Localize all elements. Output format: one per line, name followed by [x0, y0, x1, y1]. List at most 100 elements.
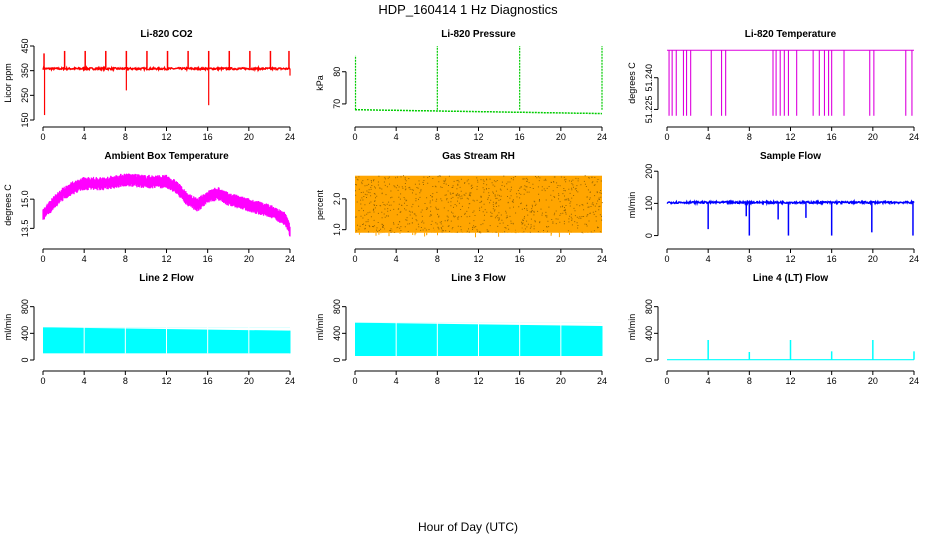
y-tick-label: 0 [20, 357, 30, 362]
x-tick-label: 12 [161, 254, 171, 264]
panel-ylabel-ambient: degrees C [3, 184, 13, 226]
y-tick-label: 51.240 [644, 64, 654, 92]
x-tick-label: 0 [40, 132, 45, 142]
x-tick-label: 12 [161, 376, 171, 386]
panel-ylabel-sample_flow: ml/min [627, 192, 637, 219]
panel-sample_flow: Sample Flow ml/min 0 4 8 12 16 20 24 0 100 200 [627, 151, 919, 264]
x-tick-label: 0 [40, 376, 45, 386]
x-tick-label: 12 [785, 254, 795, 264]
x-tick-label: 24 [597, 376, 607, 386]
x-tick-label: 8 [123, 254, 128, 264]
y-tick-label: 400 [644, 326, 654, 341]
x-tick-label: 24 [285, 254, 295, 264]
y-tick-label: 0 [332, 357, 342, 362]
x-tick-label: 0 [352, 254, 357, 264]
y-tick-label: 150 [20, 112, 30, 127]
series-line-pressure [355, 108, 602, 115]
plot-area-temperature [667, 49, 914, 116]
panel-ylabel-temperature: degrees C [627, 62, 637, 104]
panel-title-temperature: Li-820 Temperature [745, 29, 837, 40]
y-tick-label: 0 [644, 233, 654, 238]
y-tick-label: 400 [332, 326, 342, 341]
x-tick-label: 4 [82, 254, 87, 264]
panel-title-co2: Li-820 CO2 [140, 29, 193, 40]
panel-title-line2: Line 2 Flow [139, 273, 194, 284]
x-tick-label: 4 [706, 376, 711, 386]
plot-area-line3 [355, 321, 603, 356]
panels-group: Li-820 CO2 Licor ppm 0 4 8 12 16 20 24 150 250 350 4… [3, 29, 919, 386]
x-tick-label: 0 [352, 132, 357, 142]
x-tick-label: 20 [868, 376, 878, 386]
y-tick-label: 2.0 [332, 193, 342, 206]
x-tick-label: 24 [285, 376, 295, 386]
panel-co2: Li-820 CO2 Licor ppm 0 4 8 12 16 20 24 150 250 350 4… [3, 29, 295, 142]
x-tick-label: 0 [664, 254, 669, 264]
x-tick-label: 12 [785, 132, 795, 142]
x-tick-label: 4 [394, 132, 399, 142]
x-tick-label: 4 [706, 132, 711, 142]
plot-area-sample_flow [666, 198, 915, 236]
y-tick-label: 400 [20, 326, 30, 341]
panel-line4: Line 4 (LT) Flow ml/min 0 4 8 12 16 20 24 0 400 800 [627, 273, 919, 386]
y-tick-label: 800 [332, 299, 342, 314]
x-tick-label: 4 [394, 254, 399, 264]
x-tick-label: 8 [435, 132, 440, 142]
plot-area-line4 [667, 340, 915, 361]
y-tick-label: 15.0 [20, 190, 30, 208]
x-tick-label: 0 [40, 254, 45, 264]
rh-band [355, 175, 602, 233]
x-tick-label: 16 [827, 254, 837, 264]
x-tick-label: 20 [556, 254, 566, 264]
panel-title-ambient: Ambient Box Temperature [104, 151, 229, 162]
x-tick-label: 16 [515, 254, 525, 264]
x-tick-label: 0 [664, 132, 669, 142]
y-tick-label: 0 [644, 357, 654, 362]
panel-ylabel-line4: ml/min [627, 314, 637, 341]
y-tick-label: 200 [644, 164, 654, 179]
x-tick-label: 12 [473, 132, 483, 142]
panel-ylabel-line2: ml/min [3, 314, 13, 341]
plot-area-line2 [43, 326, 291, 354]
x-tick-label: 0 [664, 376, 669, 386]
x-tick-label: 20 [556, 132, 566, 142]
y-tick-label: 70 [332, 99, 342, 109]
x-tick-label: 20 [244, 254, 254, 264]
panel-line2: Line 2 Flow ml/min 0 4 8 12 16 20 24 0 400 800 [3, 273, 295, 386]
x-tick-label: 8 [747, 254, 752, 264]
x-tick-label: 4 [706, 254, 711, 264]
panel-temperature: Li-820 Temperature degrees C 0 4 8 12 16 20 24 51… [627, 29, 919, 142]
panel-ylabel-pressure: kPa [315, 75, 325, 91]
x-tick-label: 12 [161, 132, 171, 142]
y-tick-label: 800 [644, 299, 654, 314]
rh-points [355, 175, 603, 234]
x-tick-label: 16 [203, 376, 213, 386]
x-tick-label: 12 [785, 376, 795, 386]
x-tick-label: 12 [473, 254, 483, 264]
x-tick-label: 0 [352, 376, 357, 386]
x-tick-label: 8 [123, 376, 128, 386]
plot-area-rh [355, 175, 603, 238]
x-tick-label: 4 [394, 376, 399, 386]
panel-title-sample_flow: Sample Flow [760, 151, 821, 162]
panel-rh: Gas Stream RH percent 0 4 8 12 16 20 24 1.0 2.0 [315, 151, 607, 264]
x-tick-label: 24 [909, 132, 919, 142]
x-tick-label: 20 [244, 376, 254, 386]
x-tick-label: 8 [123, 132, 128, 142]
panel-title-line4: Line 4 (LT) Flow [753, 273, 829, 284]
y-tick-label: 51.225 [644, 96, 654, 124]
figure-title: HDP_160414 1 Hz Diagnostics [378, 2, 558, 17]
x-tick-label: 16 [515, 376, 525, 386]
plot-area-co2 [42, 50, 291, 116]
x-tick-label: 8 [747, 132, 752, 142]
series-line-sample_flow [666, 198, 915, 207]
x-tick-label: 16 [827, 132, 837, 142]
series-band-ambient [42, 173, 291, 237]
x-tick-label: 24 [597, 132, 607, 142]
y-tick-label: 350 [20, 63, 30, 78]
series-line-co2 [42, 64, 291, 73]
x-tick-label: 8 [747, 376, 752, 386]
y-tick-label: 100 [644, 196, 654, 211]
x-tick-label: 16 [515, 132, 525, 142]
panel-title-pressure: Li-820 Pressure [441, 29, 516, 40]
